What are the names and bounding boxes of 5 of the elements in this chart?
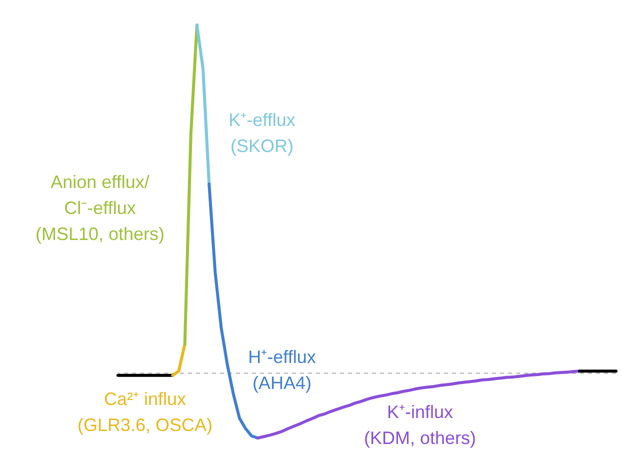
series-label: H⁺-efflux (AHA4) [248, 347, 316, 393]
series-label: Anion efflux/ Cl⁻-efflux (MSL10, others) [35, 172, 165, 244]
series-label: K⁺-efflux (SKOR) [228, 110, 296, 156]
text: Ca²⁺ influx (GLR3.6, OSCA) [77, 389, 213, 435]
series-label: K⁺-influx (KDM, others) [364, 402, 476, 448]
